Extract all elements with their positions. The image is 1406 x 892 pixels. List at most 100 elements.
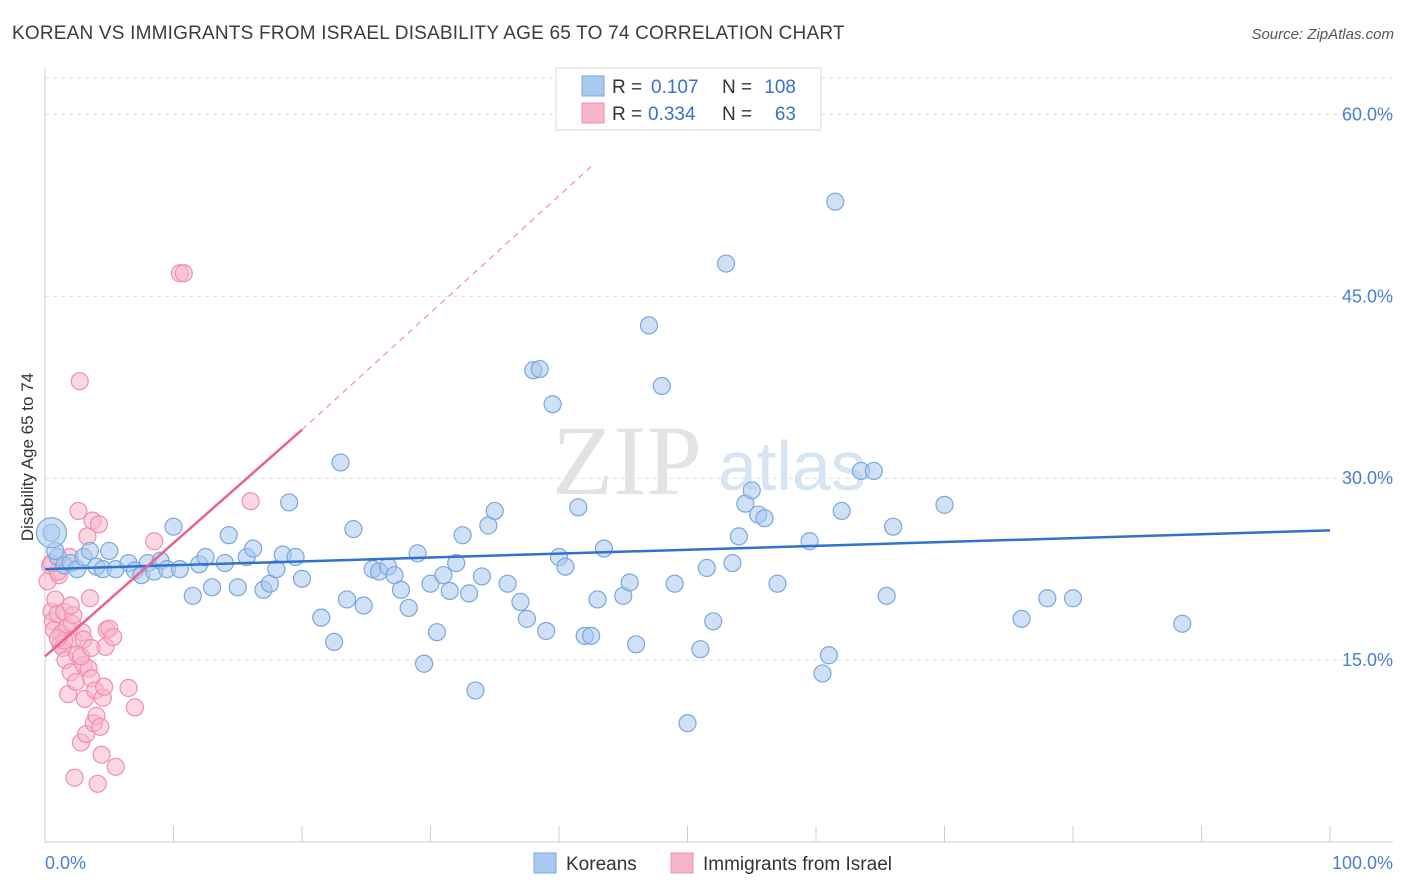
korean-point: [228, 578, 247, 597]
korean-point: [1012, 609, 1031, 628]
korean-point: [399, 598, 418, 618]
korean-point: [453, 526, 472, 545]
x-tick-label-max: 100.0%: [1332, 853, 1393, 873]
korean-point: [312, 608, 331, 627]
korean-point: [697, 558, 716, 578]
korean-point: [80, 541, 100, 561]
grid: [45, 77, 1393, 661]
israel-point: [82, 638, 101, 658]
korean-point: [183, 586, 202, 605]
korean-point: [556, 557, 575, 576]
legend-label-koreans: Koreans: [566, 854, 637, 875]
korean-point: [826, 192, 845, 211]
israel-trend-line: [44, 428, 303, 658]
watermark-atlas: atlas: [718, 427, 866, 505]
stats-r-label-koreans: R =: [612, 77, 642, 98]
israel-point: [104, 627, 123, 647]
israel-point: [70, 372, 89, 391]
stats-r-label-israel: R =: [612, 104, 642, 125]
korean-point: [813, 664, 832, 683]
korean-point: [1063, 589, 1083, 608]
israel-point: [145, 532, 164, 551]
korean-point: [391, 580, 411, 599]
israel-point: [241, 492, 260, 511]
korean-point: [537, 621, 556, 641]
korean-point: [864, 461, 883, 481]
korean-point: [511, 592, 530, 611]
y-tick-labels: 15.0% 30.0% 45.0% 60.0%: [1342, 104, 1393, 670]
israel-point: [80, 589, 100, 608]
korean-point-large: [35, 517, 68, 549]
stats-n-value-koreans: 108: [764, 77, 796, 98]
x-tick-label-min: 0.0%: [45, 853, 86, 873]
y-tick-label: 60.0%: [1342, 104, 1393, 124]
korean-point: [354, 596, 373, 615]
axes: [44, 68, 1393, 843]
korean-point: [280, 493, 299, 512]
korean-point: [626, 635, 646, 654]
korean-point: [883, 517, 903, 536]
bottom-legend: Koreans Immigrants from Israel: [533, 852, 892, 875]
israel-point: [89, 515, 109, 534]
israel-trend-extension: [301, 166, 592, 431]
chart-source: Source: ZipAtlas.com: [1251, 26, 1394, 43]
korean-point: [466, 681, 485, 700]
korean-point: [832, 501, 851, 521]
korean-point: [498, 574, 517, 593]
korean-point: [723, 553, 742, 573]
korean-point: [472, 567, 491, 586]
korean-point: [665, 574, 684, 593]
israel-point: [95, 677, 114, 696]
israel-point: [65, 768, 84, 787]
korean-point: [440, 581, 459, 601]
korean-point: [100, 541, 119, 561]
trend-lines: [44, 166, 1331, 658]
korean-point: [344, 520, 363, 539]
korean-point: [202, 578, 222, 597]
stats-r-value-koreans: 0.107: [651, 77, 699, 98]
korean-point: [331, 453, 350, 472]
israel-point: [174, 264, 193, 283]
korean-point: [447, 553, 466, 573]
korean-point: [337, 590, 357, 609]
korean-point: [325, 632, 344, 652]
legend-label-israel: Immigrants from Israel: [703, 854, 892, 875]
israel-point: [92, 745, 111, 764]
korean-point: [459, 584, 479, 603]
stats-r-value-israel: 0.334: [648, 104, 696, 125]
korean-point: [292, 569, 312, 588]
israel-point: [106, 757, 125, 776]
korean-point: [1173, 614, 1192, 633]
korean-point: [819, 646, 838, 665]
korean-point: [517, 609, 536, 628]
korean-point: [164, 517, 183, 536]
korean-point: [768, 574, 787, 593]
stats-n-label-israel: N =: [722, 104, 752, 125]
korean-point: [414, 654, 434, 673]
stats-n-value-israel: 63: [775, 104, 796, 125]
korean-point: [755, 509, 774, 528]
stats-legend-swatch-koreans: [581, 75, 605, 97]
korean-point: [1038, 589, 1057, 608]
israel-point: [88, 774, 107, 793]
korean-point: [594, 539, 614, 558]
korean-point: [434, 566, 453, 585]
korean-point: [569, 498, 588, 517]
israel-point: [125, 698, 145, 717]
stats-legend-swatch-israel: [581, 102, 605, 124]
israel-point: [119, 678, 138, 698]
korean-point: [742, 481, 761, 500]
korean-point: [704, 612, 723, 631]
israel-point: [61, 596, 80, 615]
x-ticks: [44, 826, 1331, 842]
korean-point: [620, 573, 639, 592]
israel-point: [66, 672, 85, 692]
korean-point: [678, 714, 697, 733]
korean-point: [935, 495, 954, 514]
korean-point: [877, 586, 896, 605]
korean-point: [219, 526, 238, 545]
korean-trend-line: [44, 529, 1331, 571]
korean-point: [427, 623, 447, 642]
korean-point: [485, 501, 504, 521]
